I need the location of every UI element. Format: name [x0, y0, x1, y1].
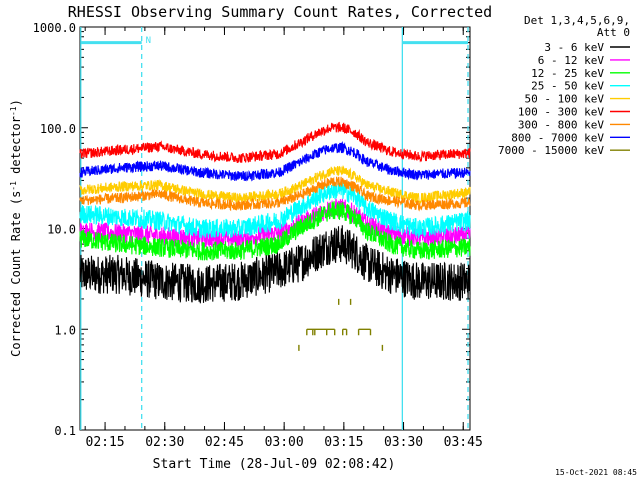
y-axis-label-main: Corrected Count Rate (s: [9, 191, 23, 357]
x-tick-label: 03:30: [384, 435, 423, 450]
legend-entry-label: 800 - 7000 keV: [511, 131, 604, 144]
y-tick-label: 1000.0: [33, 21, 76, 35]
x-tick-label: 02:30: [145, 435, 184, 450]
x-tick-label: 03:15: [324, 435, 363, 450]
legend-entry-label: 12 - 25 keV: [531, 67, 604, 80]
series-line-5: [79, 121, 471, 164]
chart-title: RHESSI Observing Summary Count Rates, Co…: [68, 3, 492, 21]
y-tick-label: 10.0: [47, 223, 76, 237]
x-tick-label: 02:15: [86, 435, 125, 450]
x-tick-label: 03:00: [265, 435, 304, 450]
x-axis-label: Start Time (28-Jul-09 02:08:42): [153, 457, 396, 472]
series-line-8: [298, 298, 384, 351]
y-tick-label: 0.1: [54, 424, 76, 438]
y-tick-label: 1.0: [54, 323, 76, 337]
y-axis-label-sup1: -1: [9, 181, 18, 191]
legend-entry-label: 6 - 12 keV: [538, 54, 605, 67]
series-line-7: [79, 140, 471, 182]
series-line-2: [79, 201, 471, 261]
y-axis-label-end: ): [9, 99, 23, 106]
y-axis-label: Corrected Count Rate (s-1 detector-1): [9, 99, 24, 357]
series-line-0: [79, 225, 471, 304]
legend-entry-label: 300 - 800 keV: [518, 118, 604, 131]
legend-entry-label: 100 - 300 keV: [518, 106, 604, 119]
x-tick-label: 03:45: [444, 435, 483, 450]
series-line-6: [79, 176, 471, 212]
y-axis-label-sup2: -1: [9, 106, 18, 116]
legend-header-line-1: Det 1,3,4,5,6,9,: [524, 14, 630, 27]
footer-date: 15-Oct-2021 08:45: [555, 468, 637, 477]
y-axis-label-mid: detector: [9, 116, 23, 181]
y-tick-label: 100.0: [40, 122, 76, 136]
series-line-3: [79, 180, 471, 238]
legend-entry-label: 50 - 100 keV: [525, 93, 605, 106]
legend-entry-label: 3 - 6 keV: [544, 41, 604, 54]
plot-area: [79, 26, 471, 431]
legend-entry-label: 25 - 50 keV: [531, 80, 604, 93]
legend-header-line-2: Att 0: [597, 26, 630, 39]
legend-entry-label: 7000 - 15000 keV: [498, 144, 604, 157]
x-tick-label: 02:45: [205, 435, 244, 450]
series-line-4: [79, 164, 471, 204]
night-marker-label: N: [146, 36, 151, 46]
